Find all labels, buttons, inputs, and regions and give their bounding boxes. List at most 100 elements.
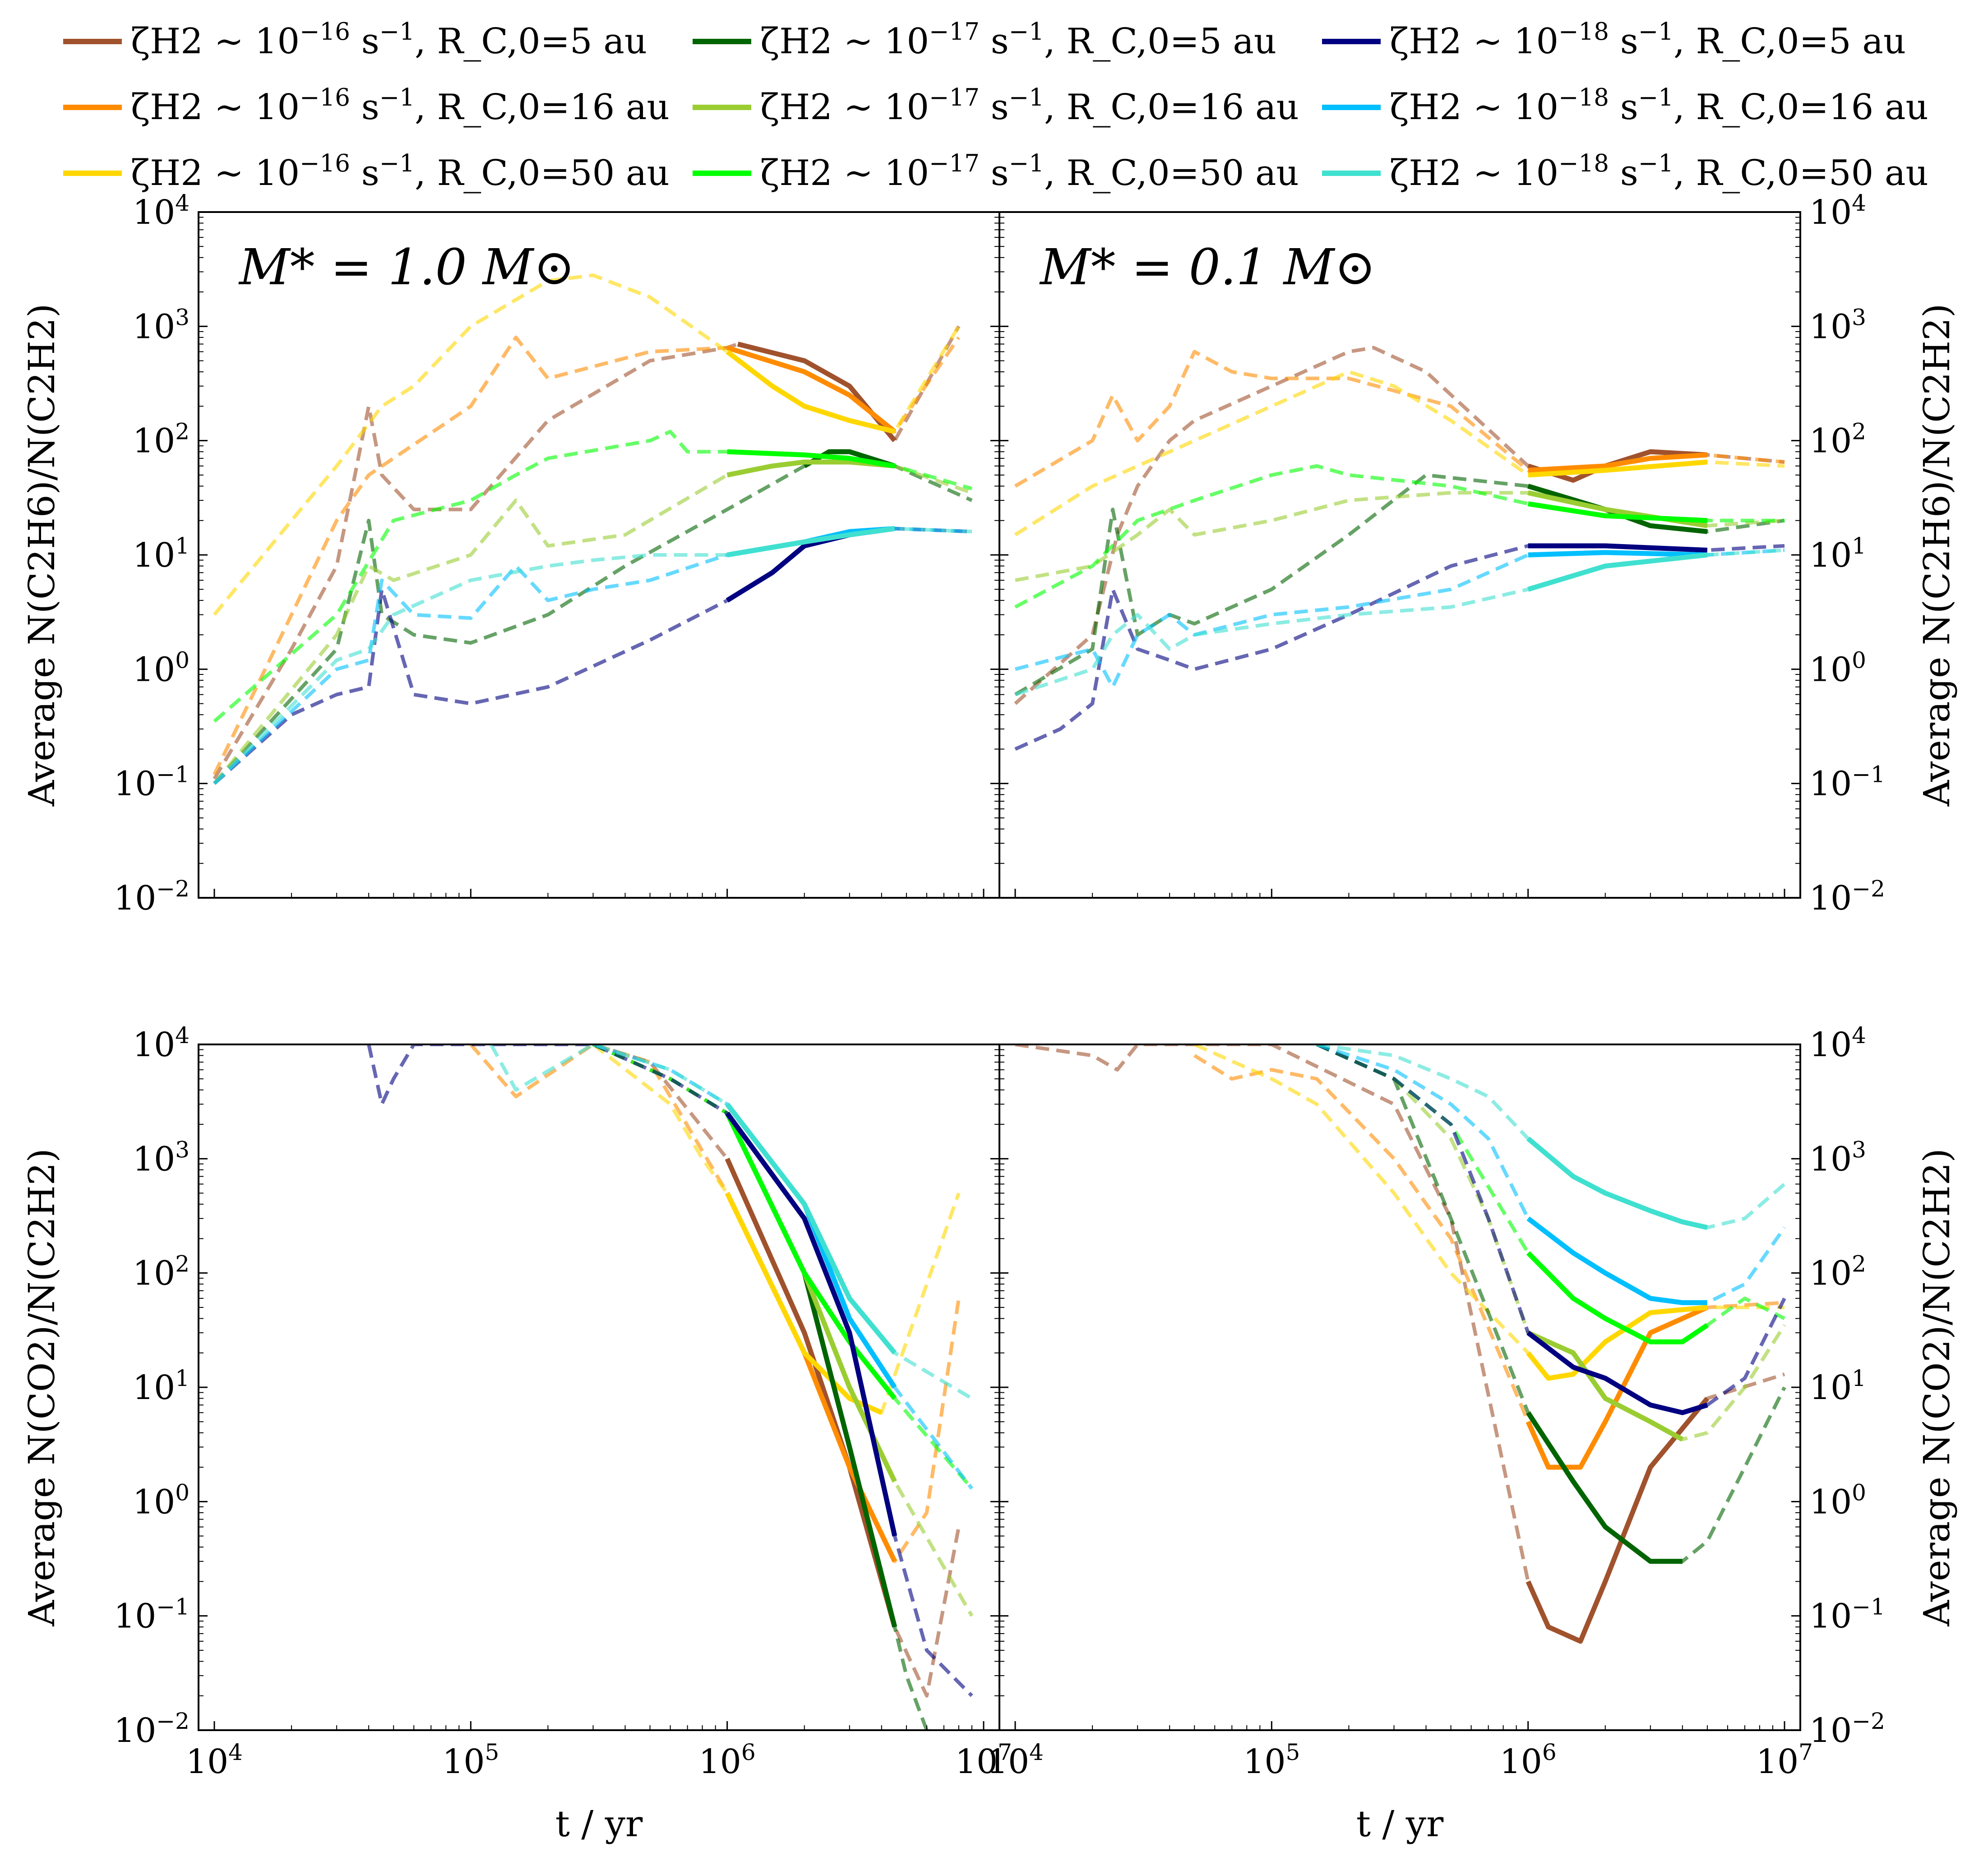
series-line-dashed <box>213 273 961 616</box>
y-tick-label: 10−1 <box>114 1594 190 1636</box>
series-group <box>213 273 973 785</box>
y-tick-label: 100 <box>1809 647 1866 689</box>
legend-entry: ζH2 ∼ 10−18 s−1, R_C,0=50 au <box>1322 150 1928 194</box>
series-line-solid <box>1526 1411 1683 1564</box>
x-tick-label: 104 <box>987 1739 1044 1781</box>
legend-label: ζH2 ∼ 10−18 s−1, R_C,0=5 au <box>1390 18 1906 62</box>
series-line-solid <box>1527 501 1708 523</box>
series-line-solid <box>1528 550 1708 558</box>
y-tick-label: 10−2 <box>114 876 190 918</box>
legend-label: ζH2 ∼ 10−18 s−1, R_C,0=16 au <box>1390 84 1928 128</box>
y-tick-label: 103 <box>1809 1136 1866 1178</box>
y-tick-label: 10−2 <box>1809 876 1885 918</box>
series-line-solid <box>726 345 897 434</box>
y-tick-label: 101 <box>1809 1365 1866 1407</box>
series-line-solid <box>1527 552 1708 592</box>
series-line-solid <box>1526 1330 1708 1415</box>
series-line-solid <box>726 526 895 558</box>
x-tick-label: 105 <box>1243 1739 1300 1781</box>
series-line-solid <box>725 1103 897 1355</box>
y-tick-label: 102 <box>133 419 190 461</box>
y-tick-label: 104 <box>1809 190 1866 232</box>
legend-label: ζH2 ∼ 10−16 s−1, R_C,0=5 au <box>131 18 647 62</box>
panel-bottom-right: 10−2 10−1 100 101 102 103 104 104 105 106 107 Avera… <box>987 1022 1958 1845</box>
y-tick-label: 104 <box>133 1022 190 1064</box>
x-axis-label: t / yr <box>555 1803 643 1845</box>
y-axis-label: Average N(CO2)/N(C2H2) <box>1916 1148 1958 1626</box>
y-tick-label: 10−2 <box>1809 1708 1885 1750</box>
y-tick-label: 100 <box>133 647 190 689</box>
series-line-solid <box>1526 1216 1707 1305</box>
x-tick-label: 107 <box>1756 1739 1813 1781</box>
y-tick-label: 101 <box>1809 533 1866 575</box>
series-line-solid <box>727 449 895 469</box>
x-tick-label: 104 <box>186 1739 243 1781</box>
x-axis-label: t / yr <box>1356 1803 1444 1845</box>
panel-title: M* = 1.0 M⊙ <box>238 238 575 296</box>
series-line-solid <box>1527 1330 1684 1442</box>
series-group <box>1014 346 1785 751</box>
panels: 10−2 10−1 100 101 102 103 104 M* = 1.0 M⊙ Averag… <box>21 190 1958 1845</box>
y-tick-label: 104 <box>133 190 190 232</box>
legend-label: ζH2 ∼ 10−18 s−1, R_C,0=50 au <box>1390 150 1928 194</box>
y-tick-label: 101 <box>133 1365 190 1407</box>
series-line-dashed <box>1316 1044 1786 1441</box>
y-tick-label: 101 <box>133 533 190 575</box>
legend-entry: ζH2 ∼ 10−17 s−1, R_C,0=50 au <box>693 150 1299 194</box>
y-axis-label: Average N(C2H6)/N(C2H2) <box>1916 304 1958 807</box>
y-tick-label: 102 <box>133 1251 190 1293</box>
y-tick-label: 104 <box>1809 1022 1866 1064</box>
series-line-solid <box>803 449 896 469</box>
y-tick-label: 103 <box>133 1136 190 1178</box>
y-tick-label: 10−2 <box>114 1708 190 1750</box>
y-tick-label: 103 <box>133 304 190 346</box>
y-tick-label: 102 <box>1809 419 1866 461</box>
x-tick-label: 107 <box>955 1739 1012 1781</box>
panel-title: M* = 0.1 M⊙ <box>1039 238 1376 296</box>
y-tick-label: 10−1 <box>114 762 190 804</box>
legend-entry: ζH2 ∼ 10−16 s−1, R_C,0=5 au <box>63 18 647 62</box>
series-line-solid <box>1528 452 1708 473</box>
y-tick-label: 10−1 <box>1809 762 1885 804</box>
panel-bottom-left: 10−2 10−1 100 101 102 103 104 104 105 106 107 Avera… <box>21 1022 1012 1845</box>
y-tick-label: 102 <box>1809 1251 1866 1293</box>
series-line-solid <box>1526 1305 1709 1470</box>
panel-top-right: 10−2 10−1 100 101 102 103 104 M* = 0.1 M⊙ Averag… <box>999 190 1958 918</box>
legend-label: ζH2 ∼ 10−16 s−1, R_C,0=50 au <box>131 150 670 194</box>
x-tick-label: 106 <box>699 1739 756 1781</box>
y-tick-label: 103 <box>1809 304 1866 346</box>
series-line-dashed <box>367 1044 973 1697</box>
series-line-solid <box>1526 1251 1709 1344</box>
x-tick-label: 106 <box>1500 1739 1557 1781</box>
y-axis-label: Average N(C2H6)/N(C2H2) <box>21 304 63 807</box>
series-line-solid <box>725 1112 897 1400</box>
series-line-solid <box>1526 1305 1708 1381</box>
legend: ζH2 ∼ 10−16 s−1, R_C,0=5 au ζH2 ∼ 10−16 s… <box>63 18 1928 194</box>
series-group <box>1015 1044 1786 1644</box>
legend-label: ζH2 ∼ 10−17 s−1, R_C,0=16 au <box>760 84 1299 128</box>
series-line-solid <box>725 1112 897 1537</box>
y-axis-label: Average N(CO2)/N(C2H2) <box>21 1148 63 1626</box>
series-line-solid <box>1526 1136 1708 1230</box>
series-line-dashed <box>213 335 961 776</box>
y-tick-label: 100 <box>133 1479 190 1521</box>
x-tick-label: 105 <box>442 1739 499 1781</box>
legend-entry: ζH2 ∼ 10−17 s−1, R_C,0=5 au <box>693 18 1276 62</box>
legend-entry: ζH2 ∼ 10−18 s−1, R_C,0=5 au <box>1322 18 1906 62</box>
series-line-solid <box>1526 1397 1710 1644</box>
series-line-solid <box>1528 543 1708 553</box>
y-tick-label: 100 <box>1809 1479 1866 1521</box>
series-group <box>367 1044 974 1730</box>
legend-entry: ζH2 ∼ 10−17 s−1, R_C,0=16 au <box>693 84 1299 128</box>
series-line-solid <box>726 350 896 434</box>
series-line-solid <box>1528 459 1708 478</box>
legend-entry: ζH2 ∼ 10−18 s−1, R_C,0=16 au <box>1322 84 1928 128</box>
y-tick-label: 10−1 <box>1809 1594 1885 1636</box>
legend-label: ζH2 ∼ 10−17 s−1, R_C,0=5 au <box>760 18 1276 62</box>
series-line-dashed <box>213 325 961 780</box>
legend-label: ζH2 ∼ 10−16 s−1, R_C,0=16 au <box>131 84 670 128</box>
legend-entry: ζH2 ∼ 10−16 s−1, R_C,0=16 au <box>63 84 670 128</box>
legend-label: ζH2 ∼ 10−17 s−1, R_C,0=50 au <box>760 150 1299 194</box>
series-line-dashed <box>1316 1044 1786 1415</box>
